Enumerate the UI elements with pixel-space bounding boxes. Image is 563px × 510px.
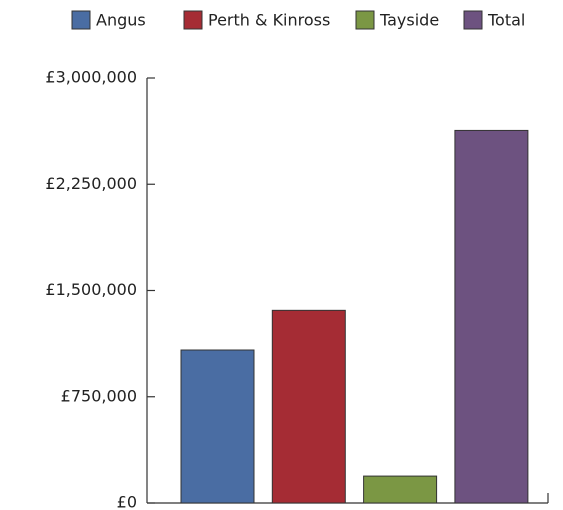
y-tick-label: £0 xyxy=(117,493,137,510)
legend-swatch xyxy=(183,10,203,30)
bar xyxy=(363,475,438,504)
legend-swatch xyxy=(463,10,483,30)
legend-label: Total xyxy=(487,11,525,30)
bar xyxy=(454,129,529,504)
legend-label: Tayside xyxy=(379,11,439,30)
y-tick-label: £750,000 xyxy=(61,386,137,405)
bar xyxy=(180,349,255,504)
y-tick-label: £1,500,000 xyxy=(45,280,137,299)
legend-swatch xyxy=(71,10,91,30)
legend-label: Angus xyxy=(96,11,146,30)
bar xyxy=(271,309,346,504)
legend-label: Perth & Kinross xyxy=(208,11,330,30)
y-tick-label: £2,250,000 xyxy=(45,174,137,193)
y-tick-label: £3,000,000 xyxy=(45,68,137,87)
legend-swatch xyxy=(355,10,375,30)
